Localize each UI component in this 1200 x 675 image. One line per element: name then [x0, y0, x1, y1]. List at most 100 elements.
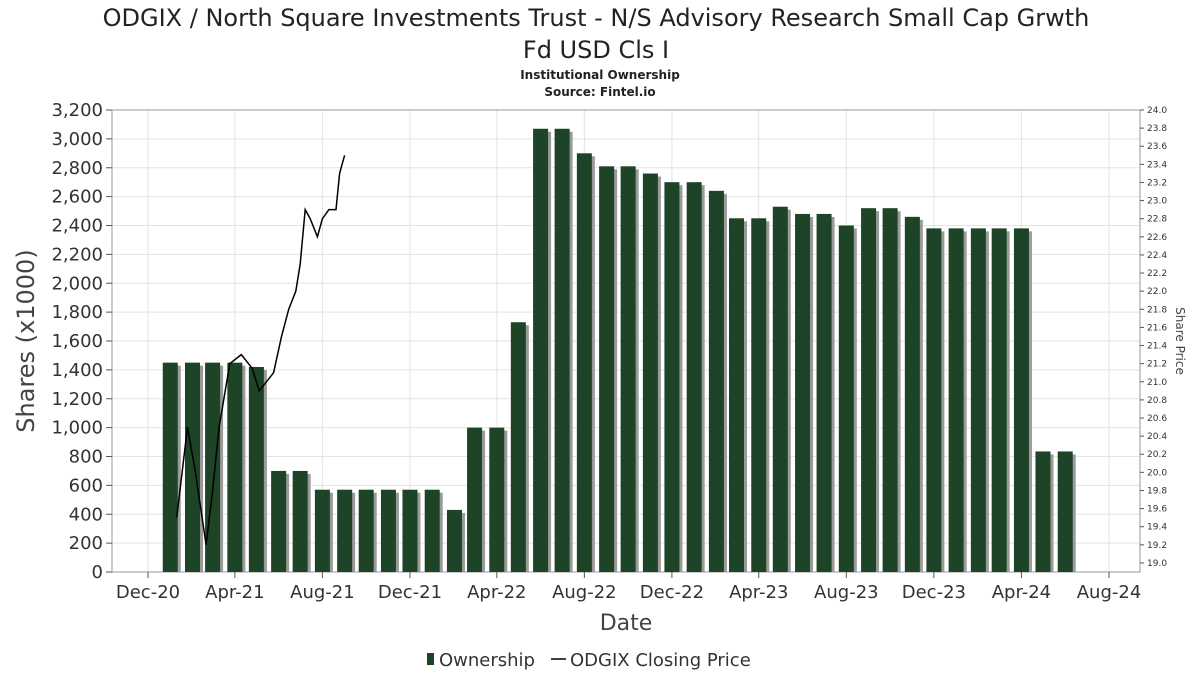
ownership-bar: [599, 166, 615, 572]
ownership-bar: [948, 228, 964, 572]
ownership-bar: [1035, 451, 1051, 572]
price-line-group: [175, 155, 346, 545]
ownership-bar: [729, 218, 745, 572]
x-axis: Dec-20 Apr-21 Aug-21 Dec-21 Apr-22 Aug-22 Dec-…: [116, 572, 1141, 603]
y-tick-label: 1,800: [51, 302, 103, 323]
legend-price-label: ODGIX Closing Price: [570, 650, 751, 671]
y-tick-label: 1,000: [51, 418, 103, 439]
y-tick-label: 3,200: [51, 100, 103, 121]
ownership-bar: [576, 153, 592, 572]
ownership-bar: [816, 213, 832, 572]
y-tick-label: 2,000: [51, 273, 103, 294]
ownership-bar: [838, 225, 854, 572]
ownership-bars: [162, 128, 1076, 573]
ownership-bar: [446, 509, 462, 572]
y2-tick-label: 20.4: [1147, 432, 1167, 442]
y2-tick-label: 22.6: [1147, 233, 1167, 243]
ownership-bar: [970, 228, 986, 572]
ownership-bar: [533, 128, 549, 573]
y2-tick-label: 21.6: [1147, 323, 1167, 333]
y2-tick-label: 19.2: [1147, 541, 1167, 551]
ownership-bar: [882, 208, 898, 573]
legend: Ownership ODGIX Closing Price: [427, 650, 751, 671]
y2-tick-label: 21.2: [1147, 360, 1167, 370]
ownership-bar: [620, 166, 636, 572]
legend-ownership-label: Ownership: [439, 650, 535, 671]
ownership-bar: [402, 489, 418, 572]
y-tick-label: 600: [69, 475, 103, 496]
x-tick-label: Dec-22: [640, 582, 704, 603]
y2-tick-label: 19.4: [1147, 523, 1167, 533]
y2-tick-label: 22.2: [1147, 269, 1167, 279]
ownership-bar: [1013, 228, 1029, 572]
y2-tick-label: 23.6: [1147, 142, 1167, 152]
ownership-bar: [271, 470, 287, 572]
chart-subtitle: Institutional Ownership: [520, 68, 680, 82]
y-tick-label: 2,200: [51, 244, 103, 265]
ownership-bar: [162, 362, 178, 572]
y2-tick-label: 20.6: [1147, 414, 1167, 424]
y-tick-label: 800: [69, 447, 103, 468]
chart-title-line2: Fd USD Cls I: [523, 36, 669, 64]
y-tick-label: 1,600: [51, 331, 103, 352]
x-tick-label: Dec-23: [902, 582, 966, 603]
ownership-bar: [227, 362, 243, 572]
ownership-bar: [642, 173, 658, 572]
ownership-bar: [904, 216, 920, 572]
x-tick-label: Aug-21: [290, 582, 355, 603]
chart-source: Source: Fintel.io: [544, 85, 655, 99]
x-tick-label: Dec-20: [116, 582, 180, 603]
ownership-bar: [772, 206, 788, 572]
x-tick-label: Aug-23: [814, 582, 879, 603]
y-tick-label: 200: [69, 533, 103, 554]
ownership-bar: [795, 213, 811, 572]
ownership-bar: [358, 489, 374, 572]
ownership-bar: [424, 489, 440, 572]
chart-title-line1: ODGIX / North Square Investments Trust -…: [103, 4, 1090, 32]
y2-tick-label: 24.0: [1147, 106, 1167, 116]
x-tick-label: Aug-22: [552, 582, 617, 603]
ownership-bar: [380, 489, 396, 572]
y2-tick-label: 22.0: [1147, 287, 1167, 297]
ownership-bar: [337, 489, 353, 572]
x-tick-label: Apr-23: [729, 582, 788, 603]
y-tick-label: 2,600: [51, 187, 103, 208]
ownership-bar: [926, 228, 942, 572]
y2-tick-label: 19.6: [1147, 505, 1167, 515]
ownership-bar: [489, 427, 505, 572]
x-axis-label: Date: [600, 611, 653, 636]
y-tick-label: 3,000: [51, 129, 103, 150]
y-tick-label: 2,800: [51, 158, 103, 179]
y2-tick-label: 21.4: [1147, 342, 1167, 352]
y2-tick-label: 21.8: [1147, 305, 1167, 315]
ownership-bar: [467, 427, 483, 572]
y-tick-label: 1,400: [51, 360, 103, 381]
y2-tick-label: 23.0: [1147, 197, 1167, 207]
ownership-bar: [686, 182, 702, 572]
x-tick-label: Dec-21: [378, 582, 442, 603]
price-line: [175, 155, 346, 545]
y2-tick-label: 23.2: [1147, 178, 1167, 188]
legend-ownership-swatch: [427, 653, 434, 665]
y-tick-label: 400: [69, 504, 103, 525]
ownership-bar: [751, 218, 767, 572]
ownership-bar: [861, 208, 877, 573]
y-tick-label: 1,200: [51, 389, 103, 410]
y-axis-label: Shares (x1000): [12, 249, 40, 432]
y2-tick-label: 22.4: [1147, 251, 1167, 261]
y2-tick-label: 21.0: [1147, 378, 1167, 388]
y2-tick-label: 20.0: [1147, 468, 1167, 478]
ownership-bar: [248, 366, 264, 572]
y2-axis-label: Share Price: [1173, 307, 1187, 375]
y-tick-label: 0: [92, 562, 103, 583]
ownership-bar: [292, 470, 308, 572]
ownership-bar: [1057, 451, 1073, 572]
x-tick-label: Aug-24: [1077, 582, 1142, 603]
y2-tick-label: 20.2: [1147, 450, 1167, 460]
ownership-bar: [991, 228, 1007, 572]
x-tick-label: Apr-22: [467, 582, 526, 603]
ownership-bar: [708, 190, 724, 572]
y2-tick-label: 19.8: [1147, 486, 1167, 496]
